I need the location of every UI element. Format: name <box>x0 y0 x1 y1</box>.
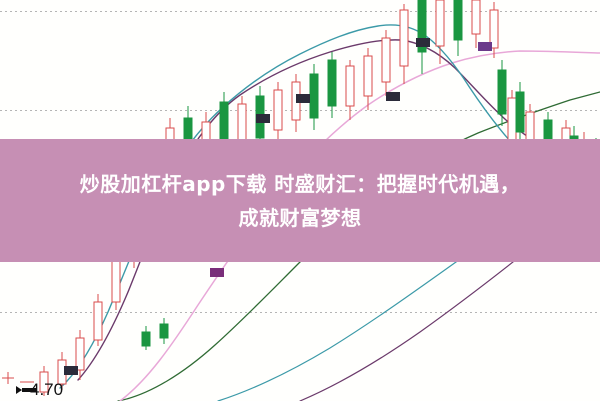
marker-badge <box>210 268 224 277</box>
candle-body <box>381 37 391 83</box>
candle-body <box>417 0 427 53</box>
marker-badge <box>64 366 78 375</box>
marker-badge <box>478 42 492 51</box>
marker-badge <box>296 94 310 103</box>
ma-mid-purple-line <box>77 39 600 381</box>
candle-body <box>363 55 373 97</box>
candle-body <box>309 73 319 119</box>
candle-body <box>453 0 463 41</box>
candle-body <box>93 301 103 341</box>
promo-overlay-banner: 炒股加杠杆app下载 时盛财汇：把握时代机遇， 成就财富梦想 <box>0 139 600 262</box>
crosshair-marks <box>2 372 34 384</box>
candle-body <box>75 337 85 371</box>
marker-badge <box>386 92 400 101</box>
promo-line-2: 成就财富梦想 <box>238 205 362 230</box>
candle-body <box>273 89 283 131</box>
cursor-arrow-icon <box>16 386 36 394</box>
marker-badge <box>416 38 430 47</box>
candle-body <box>237 103 247 145</box>
candle-body <box>471 0 481 35</box>
promo-line-1: 炒股加杠杆app下载 时盛财汇：把握时代机遇， <box>79 171 521 196</box>
candle-body <box>345 65 355 107</box>
candle-body <box>159 323 169 339</box>
marker-badge <box>256 114 270 123</box>
candle-body <box>489 9 499 49</box>
price-axis-label: 4.70 <box>30 380 64 399</box>
candle-body <box>327 59 337 107</box>
ma-long-pink-line <box>119 50 600 401</box>
candle-body <box>515 91 525 133</box>
promo-overlay-text: 炒股加杠杆app下载 时盛财汇：把握时代机遇， 成就财富梦想 <box>14 167 586 235</box>
candle-body <box>507 97 517 141</box>
candle-body <box>39 371 49 393</box>
candle-body <box>435 0 445 47</box>
ma-short-teal-line <box>59 24 600 389</box>
candle-body <box>141 331 151 347</box>
candle-body <box>497 69 507 115</box>
candle-body <box>111 257 121 303</box>
candle-body <box>399 9 409 67</box>
